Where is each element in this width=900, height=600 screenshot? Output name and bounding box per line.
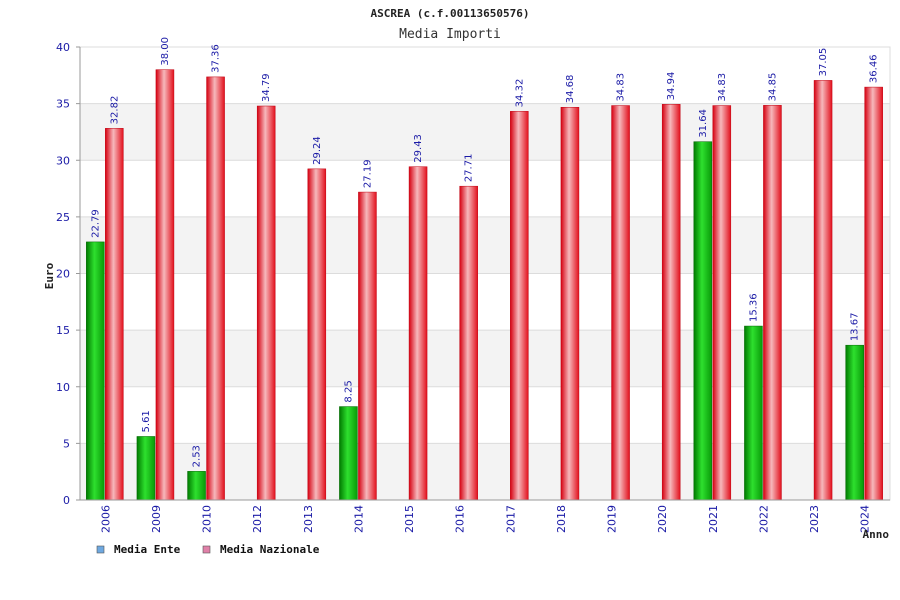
bar-value-label: 22.79	[90, 209, 101, 238]
legend-swatch-media-nazionale	[202, 545, 211, 554]
x-tick-label: 2021	[707, 505, 720, 533]
y-tick-label: 20	[56, 268, 70, 281]
bar-media-nazionale	[560, 106, 580, 501]
bar-media-ente	[136, 436, 156, 501]
y-tick-label: 25	[56, 211, 70, 224]
chart-subtitle: Media Importi	[399, 27, 501, 42]
x-tick-label: 2023	[808, 505, 821, 533]
bar-media-nazionale	[763, 105, 782, 501]
x-tick-label: 2006	[99, 505, 112, 533]
bar-media-nazionale	[206, 76, 225, 501]
y-axis-label: Euro	[43, 262, 56, 289]
x-tick-label: 2014	[352, 505, 365, 533]
y-tick-label: 40	[56, 41, 70, 54]
bar-media-nazionale	[661, 104, 681, 501]
bar-media-nazionale	[510, 111, 529, 501]
bar-media-ente	[693, 141, 713, 501]
bar-series: 22.79 32.82 5.61 38.00 2.53 37.36 34.79 29.24 8.…	[86, 37, 883, 501]
bar-media-nazionale	[864, 86, 883, 501]
bar-value-label: 29.24	[312, 136, 323, 165]
bar-value-label: 38.00	[160, 37, 171, 66]
x-axis-label: Anno	[863, 528, 890, 541]
bar-value-label: 34.94	[666, 72, 677, 101]
bar-media-ente	[744, 325, 763, 501]
x-tick-label: 2024	[859, 505, 872, 533]
bar-value-label: 27.19	[362, 159, 373, 188]
y-tick-label: 5	[63, 437, 70, 450]
bar-media-nazionale	[459, 185, 478, 501]
chart-title: ASCREA (c.f.00113650576)	[371, 7, 530, 20]
bar-value-label: 27.71	[464, 154, 475, 183]
x-tick-label: 2012	[251, 505, 264, 533]
bar-media-nazionale	[256, 105, 276, 501]
bar-value-label: 31.64	[698, 109, 709, 138]
bar-value-label: 2.53	[192, 445, 203, 467]
y-tick-label: 30	[56, 154, 70, 167]
legend-label-media-nazionale: Media Nazionale	[220, 543, 320, 556]
bar-media-ente	[339, 406, 358, 501]
x-tick-label: 2013	[302, 505, 315, 533]
bar-value-label: 5.61	[141, 410, 152, 432]
bar-value-label: 13.67	[850, 313, 861, 342]
y-tick-label: 35	[56, 98, 70, 111]
x-tick-label: 2016	[454, 505, 467, 533]
bar-value-label: 34.68	[565, 75, 576, 104]
bar-value-label: 34.79	[261, 73, 272, 102]
bar-media-nazionale	[307, 168, 327, 501]
bar-media-ente	[845, 344, 864, 501]
bar-value-label: 32.82	[109, 96, 120, 125]
bar-value-label: 15.36	[748, 293, 759, 322]
bar-media-ente	[86, 241, 105, 501]
bar-value-label: 34.32	[514, 79, 525, 108]
bar-media-nazionale	[712, 105, 732, 501]
bar-media-nazionale	[611, 105, 630, 501]
y-axis-ticks: 0 5 10 15 20 25 30 35 40	[56, 41, 80, 507]
legend-label-media-ente: Media Ente	[114, 543, 181, 556]
x-tick-label: 2018	[555, 505, 568, 533]
y-tick-label: 0	[63, 494, 70, 507]
x-tick-label: 2017	[504, 505, 517, 533]
x-axis-ticks: 2006 2009 2010 2012 2013 2014 2015 2016 2017 2018…	[99, 505, 871, 533]
x-tick-label: 2019	[606, 505, 619, 533]
x-tick-label: 2010	[201, 505, 214, 533]
bar-media-nazionale	[155, 69, 175, 501]
y-tick-label: 15	[56, 324, 70, 337]
bar-value-label: 37.05	[818, 48, 829, 77]
bar-value-label: 34.85	[767, 73, 778, 102]
x-tick-label: 2022	[757, 505, 770, 533]
bar-value-label: 29.43	[413, 134, 424, 163]
bar-value-label: 37.36	[211, 44, 222, 73]
x-tick-label: 2020	[656, 505, 669, 533]
bar-media-nazionale	[813, 80, 833, 501]
x-tick-label: 2015	[403, 505, 416, 533]
bar-media-nazionale	[358, 191, 377, 501]
bar-value-label: 34.83	[616, 73, 627, 102]
legend-swatch-media-ente	[96, 545, 105, 554]
bar-media-nazionale	[408, 166, 428, 501]
bar-media-ente	[187, 471, 206, 501]
bar-value-label: 8.25	[343, 380, 354, 402]
bar-value-label: 36.46	[869, 54, 880, 83]
x-tick-label: 2009	[150, 505, 163, 533]
y-tick-label: 10	[56, 381, 70, 394]
bar-media-nazionale	[105, 128, 124, 501]
legend: Media Ente Media Nazionale	[96, 543, 320, 556]
bar-value-label: 34.83	[717, 73, 728, 102]
